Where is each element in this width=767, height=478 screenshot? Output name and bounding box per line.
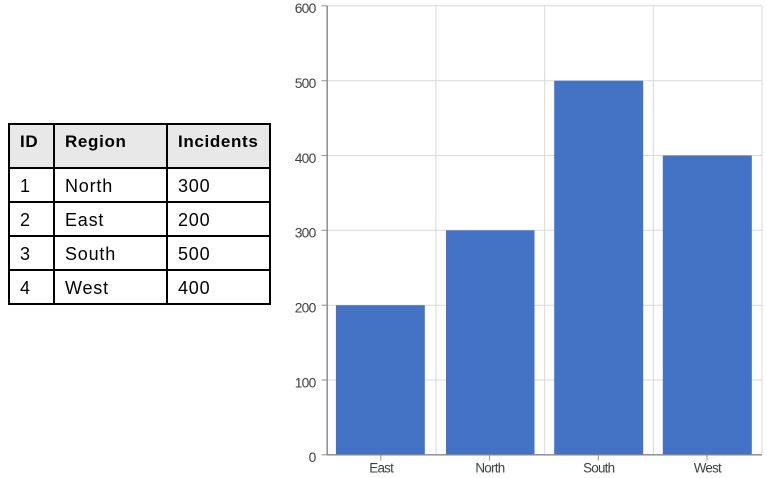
svg-text:600: 600 [295,1,317,16]
svg-text:200: 200 [295,301,317,316]
svg-text:500: 500 [295,76,317,91]
svg-text:100: 100 [295,375,317,390]
svg-text:400: 400 [295,151,317,166]
svg-text:East: East [369,461,394,476]
svg-text:South: South [583,461,615,476]
svg-text:North: North [475,461,504,476]
svg-text:0: 0 [309,450,317,465]
svg-text:West: West [694,461,722,476]
svg-text:300: 300 [295,226,317,241]
